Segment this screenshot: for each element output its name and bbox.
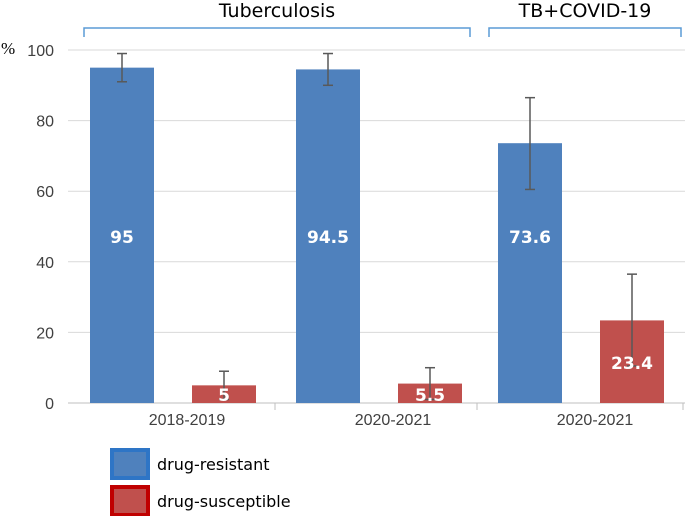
y-tick-label: 40: [36, 255, 54, 272]
data-label: 94.5: [307, 228, 349, 248]
legend-swatch-drug-susceptible: [110, 485, 150, 516]
gridlines: [68, 49, 685, 333]
data-label: 5.5: [415, 386, 445, 406]
legend-swatch-drug-resistant: [110, 448, 150, 480]
axes: 0 20 40 60 80 100% 2018-2019 2020-2021 2020-2021: [1, 39, 685, 429]
data-label: 95: [110, 228, 134, 248]
bar-drug-resistant: [90, 67, 154, 404]
data-label: 23.4: [611, 354, 653, 374]
x-tick-label: 2020-2021: [355, 412, 432, 429]
y-tick-label: 80: [36, 114, 54, 131]
y-tick-label: 100: [27, 43, 54, 60]
y-tick-label: 0: [45, 396, 54, 413]
x-tick-label: 2018-2019: [149, 412, 226, 429]
x-tick-label: 2020-2021: [557, 412, 634, 429]
y-unit-label: %: [1, 39, 15, 58]
bar-drug-resistant: [296, 69, 360, 403]
y-tick-label: 60: [36, 184, 54, 201]
bars: [90, 52, 664, 404]
legend-label: drug-susceptible: [157, 492, 291, 511]
data-label: 73.6: [509, 228, 551, 248]
legend-label: drug-resistant: [157, 455, 269, 474]
group-brackets: Tuberculosis TB+COVID-19: [83, 0, 682, 37]
group-bracket: [488, 27, 682, 37]
group-label: Tuberculosis: [218, 0, 335, 22]
data-label: 5: [218, 386, 230, 406]
data-labels: 95 94.5 73.6 5 5.5 23.4: [110, 228, 653, 406]
legend: drug-resistant drug-susceptible: [110, 448, 291, 516]
group-bracket: [83, 27, 471, 37]
y-tick-label: 20: [36, 325, 54, 342]
group-label: TB+COVID-19: [518, 0, 652, 22]
